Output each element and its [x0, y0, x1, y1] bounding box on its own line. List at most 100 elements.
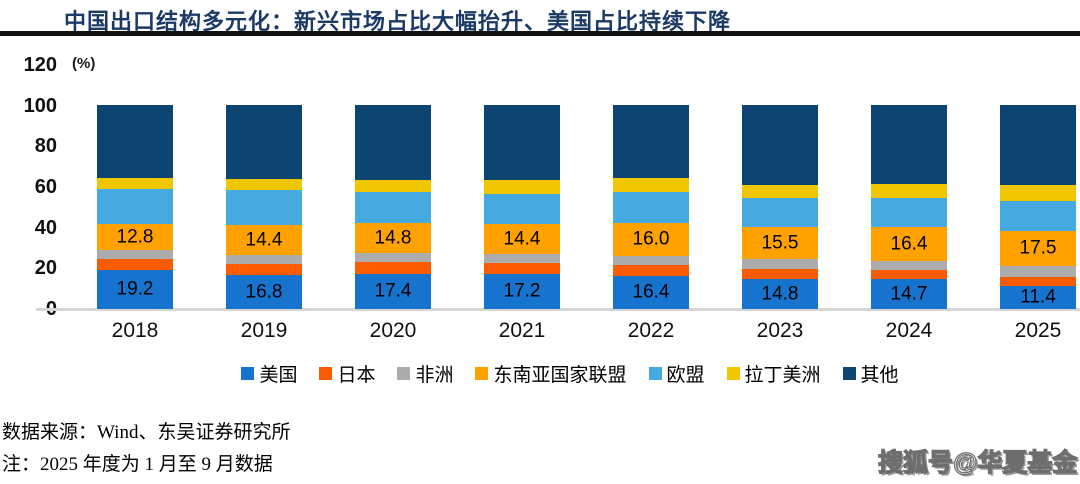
segment-美国-2025: 11.4	[1000, 285, 1076, 309]
segment-其他-2024	[871, 105, 947, 184]
bar-2025: 11.4 17.5	[1000, 105, 1076, 309]
segment-美国-2018: 19.2	[97, 269, 173, 309]
segment-非洲-2025	[1000, 266, 1076, 277]
segment-拉丁美洲-2023	[742, 184, 818, 198]
data-label-美国-2020: 17.4	[374, 280, 412, 302]
segment-拉丁美洲-2022	[613, 177, 689, 192]
segment-欧盟-2025	[1000, 200, 1076, 231]
segment-美国-2021: 17.2	[484, 273, 560, 309]
data-label-美国-2022: 16.4	[632, 281, 670, 303]
data-label-东南亚国家联盟-2025: 17.5	[1019, 237, 1057, 259]
data-label-美国-2021: 17.2	[503, 280, 541, 302]
bar-2020: 17.4 14.8	[355, 105, 431, 309]
y-tick-100: 100	[23, 94, 57, 117]
x-label-2020: 2020	[369, 319, 417, 342]
segment-日本-2023	[742, 269, 818, 279]
x-label-2018: 2018	[111, 319, 159, 342]
segment-美国-2020: 17.4	[355, 273, 431, 309]
segment-其他-2023	[742, 105, 818, 185]
y-tick-80: 80	[34, 135, 57, 158]
segment-非洲-2022	[613, 255, 689, 266]
legend-label: 美国	[259, 365, 298, 386]
segment-拉丁美洲-2018	[97, 178, 173, 190]
x-label-2023: 2023	[756, 319, 804, 342]
x-label-2022: 2022	[627, 319, 675, 342]
legend-marker-icon	[241, 367, 255, 380]
data-label-东南亚国家联盟-2019: 14.4	[245, 229, 283, 251]
legend-marker-icon	[842, 367, 856, 380]
segment-东南亚国家联盟-2024: 16.4	[871, 227, 947, 261]
segment-日本-2022	[613, 265, 689, 276]
legend-marker-icon	[726, 367, 740, 380]
legend-label: 拉丁美洲	[744, 365, 821, 386]
legend-item-东南亚国家联盟: 东南亚国家联盟	[475, 360, 627, 387]
data-source-note: 数据来源：Wind、东吴证券研究所	[2, 422, 291, 443]
legend-label: 其他	[860, 365, 899, 386]
segment-美国-2024: 14.7	[871, 279, 947, 309]
segment-日本-2020	[355, 262, 431, 274]
segment-拉丁美洲-2021	[484, 179, 560, 194]
data-label-东南亚国家联盟-2018: 12.8	[116, 226, 154, 248]
segment-日本-2025	[1000, 276, 1076, 286]
legend-marker-icon	[648, 367, 662, 380]
bar-2021: 17.2 14.4	[484, 105, 560, 309]
legend-marker-icon	[319, 367, 333, 380]
segment-拉丁美洲-2025	[1000, 185, 1076, 201]
segment-拉丁美洲-2020	[355, 179, 431, 193]
segment-拉丁美洲-2024	[871, 184, 947, 199]
legend-item-欧盟: 欧盟	[648, 360, 705, 387]
segment-欧盟-2021	[484, 193, 560, 225]
bar-2024: 14.7 16.4	[871, 105, 947, 309]
segment-其他-2022	[613, 105, 689, 178]
x-label-2024: 2024	[885, 319, 933, 342]
y-tick-120: 120	[23, 53, 57, 76]
legend-item-美国: 美国	[241, 360, 297, 387]
x-label-2019: 2019	[240, 319, 288, 342]
segment-东南亚国家联盟-2025: 17.5	[1000, 230, 1076, 267]
x-label-2025: 2025	[1014, 319, 1062, 342]
data-label-东南亚国家联盟-2022: 16.0	[632, 228, 670, 250]
segment-其他-2019	[226, 105, 302, 180]
footnote: 注：2025 年度为 1 月至 9 月数据	[2, 454, 273, 475]
segment-拉丁美洲-2019	[226, 179, 302, 191]
legend-label: 日本	[337, 365, 376, 386]
segment-美国-2019: 16.8	[226, 274, 302, 309]
legend-marker-icon	[397, 367, 411, 380]
segment-日本-2021	[484, 263, 560, 274]
segment-其他-2018	[97, 105, 173, 179]
segment-非洲-2019	[226, 254, 302, 264]
segment-东南亚国家联盟-2018: 12.8	[97, 223, 173, 250]
y-tick-20: 20	[34, 257, 57, 280]
data-label-美国-2018: 19.2	[116, 278, 154, 300]
x-label-2021: 2021	[498, 319, 546, 342]
data-label-美国-2024: 14.7	[890, 283, 928, 305]
data-label-东南亚国家联盟-2020: 14.8	[374, 227, 412, 249]
segment-非洲-2021	[484, 253, 560, 264]
segment-东南亚国家联盟-2021: 14.4	[484, 224, 560, 254]
segment-其他-2020	[355, 105, 431, 180]
legend-label: 东南亚国家联盟	[493, 365, 627, 386]
chart-title: 中国出口结构多元化：新兴市场占比大幅抬升、美国占比持续下降	[64, 9, 732, 34]
segment-欧盟-2024	[871, 198, 947, 228]
segment-东南亚国家联盟-2019: 14.4	[226, 225, 302, 255]
segment-欧盟-2019	[226, 190, 302, 226]
segment-日本-2018	[97, 258, 173, 270]
bar-2019: 16.8 14.4	[226, 105, 302, 309]
legend-label: 欧盟	[666, 365, 705, 386]
legend-item-日本: 日本	[319, 360, 375, 387]
segment-非洲-2024	[871, 260, 947, 270]
bar-2022: 16.4 16.0	[613, 105, 689, 309]
legend-label: 非洲	[415, 365, 454, 386]
segment-欧盟-2018	[97, 189, 173, 224]
segment-日本-2019	[226, 263, 302, 275]
x-axis-line	[36, 308, 1080, 311]
segment-其他-2025	[1000, 105, 1076, 186]
data-label-美国-2025: 11.4	[1020, 286, 1056, 308]
y-axis-unit-label: (%)	[72, 55, 96, 72]
legend-item-非洲: 非洲	[397, 360, 453, 387]
segment-非洲-2023	[742, 259, 818, 270]
segment-非洲-2020	[355, 252, 431, 263]
segment-美国-2022: 16.4	[613, 275, 689, 309]
bar-2023: 14.8 15.5	[742, 105, 818, 309]
